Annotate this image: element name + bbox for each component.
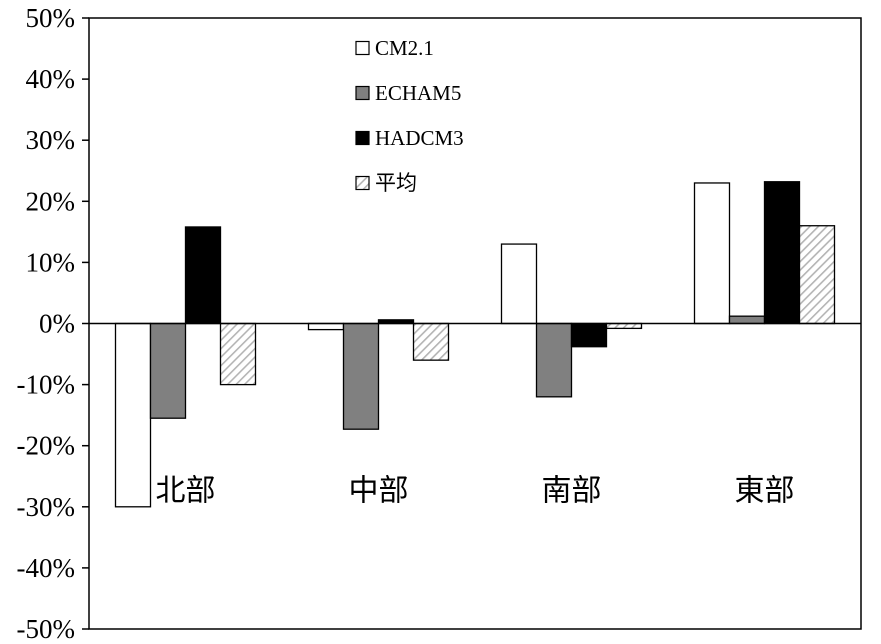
category-label: 南部 [542, 474, 602, 509]
bar-cm21-1 [114, 322, 152, 508]
bar-echam5-3 [535, 322, 573, 398]
bar-hadcm3-1 [184, 226, 222, 325]
bar-hadcm3-3 [570, 322, 608, 348]
y-tick-label: -10% [17, 370, 75, 400]
y-tick-label: 0% [39, 309, 75, 339]
category-label: 東部 [735, 474, 795, 509]
y-tick-label: 50% [26, 3, 76, 33]
bar-average-2 [412, 322, 450, 361]
legend: CM2.1 ECHAM5 HADCM3 平均 [355, 36, 464, 195]
legend-label-hadcm3: HADCM3 [375, 126, 464, 150]
legend-swatch-hadcm3 [355, 130, 370, 146]
bar-echam5-1 [149, 322, 187, 419]
legend-swatch-echam5 [355, 85, 370, 101]
bar-echam5-2 [342, 322, 380, 430]
legend-swatch-cm21 [355, 40, 370, 56]
bar-average-4 [798, 225, 836, 325]
bar-cm21-4 [693, 182, 731, 325]
y-tick-label: -40% [17, 553, 75, 583]
legend-swatch-average [355, 175, 370, 191]
bar-average-1 [219, 322, 257, 386]
y-axis: 50% 40% 30% 20% 10% 0% -10% -20% -30% -40% -50% [17, 3, 89, 644]
category-label: 中部 [349, 474, 409, 509]
y-tick-label: 30% [26, 125, 76, 155]
category-labels: 北部 中部 南部 東部 [156, 474, 795, 509]
bar-cm21-2 [307, 322, 345, 331]
y-tick-label: -50% [17, 614, 75, 644]
bar-cm21-3 [500, 243, 538, 325]
y-tick-label: 10% [26, 247, 76, 277]
y-tick-label: 40% [26, 64, 76, 94]
category-label: 北部 [156, 474, 216, 509]
legend-label-echam5: ECHAM5 [375, 81, 461, 105]
legend-label-cm21: CM2.1 [375, 36, 434, 60]
y-tick-label: -30% [17, 492, 75, 522]
y-tick-label: 20% [26, 186, 76, 216]
bars-group [114, 181, 836, 508]
y-tick-label: -20% [17, 431, 75, 461]
legend-label-average: 平均 [375, 171, 417, 195]
bar-echam5-4 [728, 315, 766, 325]
bar-hadcm3-4 [763, 181, 801, 325]
